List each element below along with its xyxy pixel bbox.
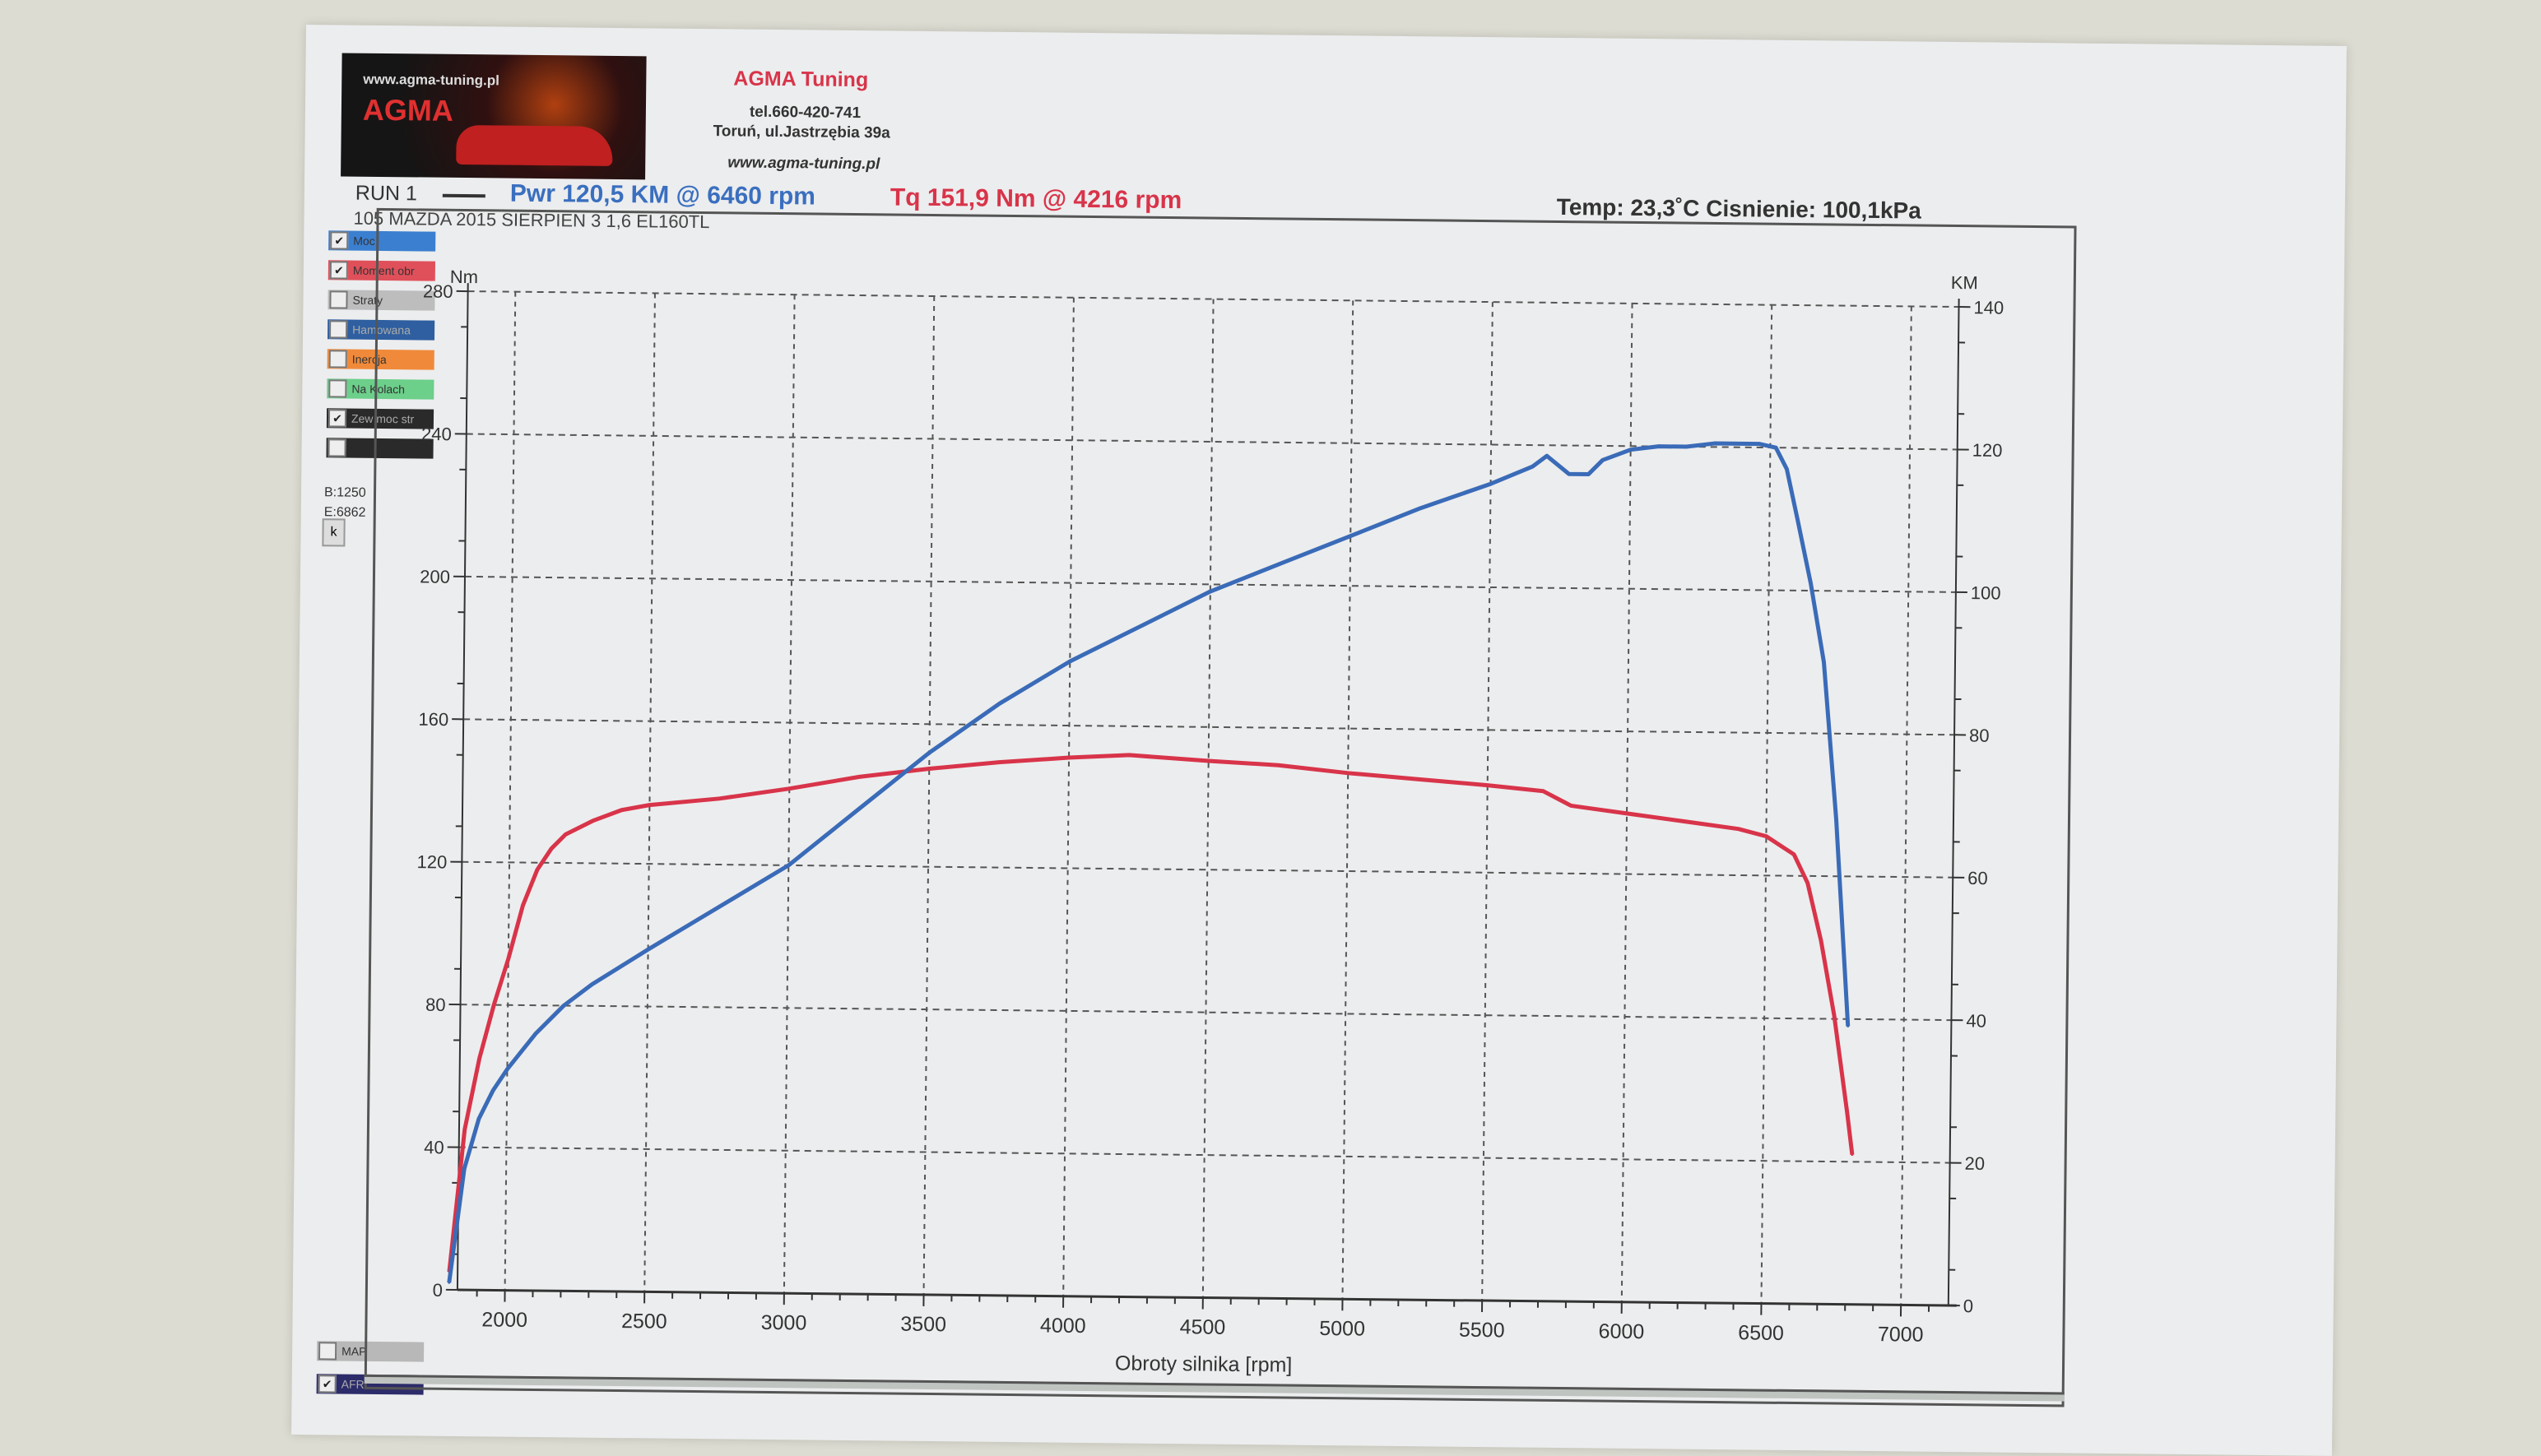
- left-tick-label: 40: [424, 1137, 444, 1157]
- x-tick-label: 6000: [1598, 1320, 1644, 1344]
- left-tick-label: 200: [420, 566, 450, 587]
- left-axis-label: Nm: [450, 267, 478, 287]
- grid-line-x: [1761, 305, 1772, 1304]
- x-tick-label: 4000: [1040, 1314, 1086, 1338]
- x-tick-label: 4500: [1180, 1315, 1226, 1339]
- x-tick-label: 3500: [900, 1313, 946, 1337]
- left-tick-label: 240: [421, 424, 452, 444]
- left-tick-label: 120: [417, 851, 448, 872]
- left-tick-label: 280: [423, 281, 453, 302]
- x-tick-label: 5500: [1459, 1319, 1505, 1342]
- x-axis-label: Obroty silnika [rpm]: [1115, 1352, 1293, 1376]
- grid-line-x: [784, 294, 795, 1293]
- grid-line-x: [1203, 299, 1214, 1298]
- grid-line-x: [1482, 302, 1493, 1301]
- right-tick-label: 20: [1964, 1153, 1985, 1174]
- right-tick-label: 80: [1969, 725, 1990, 745]
- grid-line-x: [924, 296, 935, 1295]
- grid-line-x: [1343, 300, 1354, 1299]
- right-tick-label: 40: [1966, 1010, 1986, 1031]
- left-tick-label: 80: [425, 995, 446, 1015]
- grid-line-x: [505, 292, 516, 1291]
- printout-paper: www.agma-tuning.pl AGMA AGMA Tuning tel.…: [291, 25, 2347, 1456]
- right-tick-label: 60: [1967, 868, 1988, 888]
- x-tick-label: 2000: [481, 1308, 527, 1332]
- x-tick-label: 5000: [1319, 1317, 1365, 1341]
- right-tick-label: 100: [1971, 582, 2001, 603]
- right-tick-label: 120: [1972, 440, 2003, 461]
- x-tick-label: 3000: [761, 1311, 807, 1335]
- grid-line-x: [644, 293, 655, 1291]
- right-tick-label: 0: [1963, 1296, 1974, 1316]
- x-tick-label: 7000: [1878, 1323, 1924, 1347]
- right-axis-label: KM: [1951, 272, 1978, 293]
- right-tick-label: 140: [1973, 297, 2004, 318]
- grid-line-x: [1901, 306, 1912, 1305]
- x-tick-label: 6500: [1738, 1321, 1784, 1345]
- grid-line-x: [1063, 298, 1074, 1296]
- x-tick-label: 2500: [621, 1310, 667, 1333]
- left-tick-label: 160: [418, 709, 448, 730]
- torque-curve: [449, 748, 1856, 1287]
- left-tick-label: 0: [433, 1280, 444, 1301]
- x-axis: [458, 1290, 1957, 1305]
